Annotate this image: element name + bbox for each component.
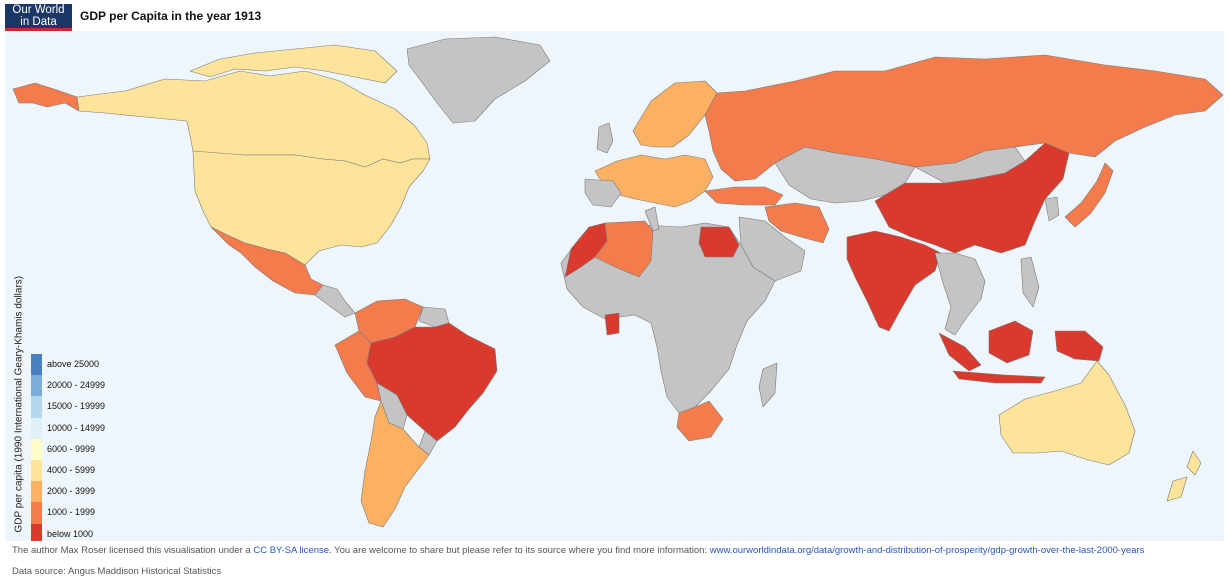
legend-swatch [31, 354, 42, 376]
country-united-states[interactable] [192, 150, 431, 266]
country-madagascar[interactable] [758, 362, 778, 408]
legend-label: 6000 - 9999 [47, 443, 96, 454]
country-south-africa[interactable] [676, 400, 724, 442]
country-indonesia-newguinea[interactable] [1054, 330, 1104, 362]
legend-swatch [31, 438, 42, 460]
country-canada-islands[interactable] [189, 44, 398, 84]
country-united-kingdom[interactable] [596, 122, 614, 154]
country-new-zealand-south[interactable] [1166, 476, 1188, 502]
logo-line-1: Our World [12, 4, 65, 16]
legend-swatch [31, 502, 42, 524]
world-map-svg[interactable] [5, 31, 1224, 541]
country-argentina[interactable] [360, 400, 430, 528]
country-iran[interactable] [764, 202, 830, 244]
legend-swatch [31, 396, 42, 418]
legend-label: below 1000 [47, 528, 94, 539]
legend-swatch [31, 481, 42, 503]
country-egypt[interactable] [698, 226, 740, 258]
legend-axis-label: GDP per capita (1990 International Geary… [13, 275, 25, 533]
source-url-link[interactable]: www.ourworldindata.org/data/growth-and-d… [709, 545, 1145, 556]
legend-swatch [31, 375, 42, 397]
license-prefix: The author Max Roser licensed this visua… [12, 545, 254, 556]
data-source: Data source: Angus Maddison Historical S… [12, 566, 222, 577]
chart-title: GDP per Capita in the year 1913 [80, 9, 262, 23]
legend-label: 2000 - 3999 [47, 486, 96, 497]
region-scandinavia[interactable] [632, 80, 718, 148]
country-australia[interactable] [998, 360, 1136, 466]
legend-label: 10000 - 14999 [47, 422, 106, 433]
country-algeria[interactable] [594, 220, 654, 278]
legend-swatch [31, 523, 42, 545]
region-southeast-asia[interactable] [934, 252, 986, 336]
country-indonesia-borneo[interactable] [988, 320, 1034, 364]
country-canada[interactable] [76, 70, 431, 168]
country-india[interactable] [846, 230, 942, 332]
legend-label: above 25000 [47, 359, 100, 369]
country-russia[interactable] [704, 54, 1224, 182]
world-map[interactable]: GDP per capita (1990 International Geary… [5, 31, 1224, 566]
legend-swatch [31, 459, 42, 482]
region-central-america[interactable] [314, 284, 356, 318]
owid-logo[interactable]: Our World in Data [5, 4, 72, 31]
legend-swatch [31, 417, 42, 439]
legend-label: 1000 - 1999 [47, 507, 96, 518]
country-greenland[interactable] [406, 36, 551, 124]
country-ghana[interactable] [604, 312, 620, 336]
region-iberia[interactable] [584, 178, 622, 208]
country-indonesia[interactable] [938, 332, 982, 372]
license-text: The author Max Roser licensed this visua… [12, 545, 1144, 556]
header: Our World in Data GDP per Capita in the … [0, 0, 1230, 34]
country-new-zealand[interactable] [1186, 450, 1202, 476]
legend-label: 20000 - 24999 [47, 380, 106, 391]
country-japan[interactable] [1064, 162, 1114, 228]
region-africa[interactable] [560, 222, 776, 414]
logo-line-2: in Data [20, 15, 57, 28]
legend-label: 15000 - 19999 [47, 401, 106, 412]
license-middle: . You are welcome to share but please re… [329, 545, 710, 556]
country-korea[interactable] [1044, 196, 1060, 222]
legend-label: 4000 - 5999 [47, 464, 96, 475]
country-philippines[interactable] [1020, 256, 1040, 308]
license-link[interactable]: CC BY-SA license [253, 545, 330, 556]
country-indonesia-java[interactable] [952, 370, 1046, 384]
country-tunisia[interactable] [644, 206, 660, 232]
footer: The author Max Roser licensed this visua… [0, 541, 1230, 582]
country-turkey[interactable] [704, 186, 784, 206]
country-alaska[interactable] [12, 82, 80, 112]
